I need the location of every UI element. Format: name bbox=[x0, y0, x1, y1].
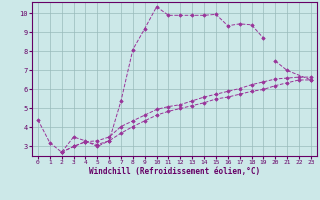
X-axis label: Windchill (Refroidissement éolien,°C): Windchill (Refroidissement éolien,°C) bbox=[89, 167, 260, 176]
